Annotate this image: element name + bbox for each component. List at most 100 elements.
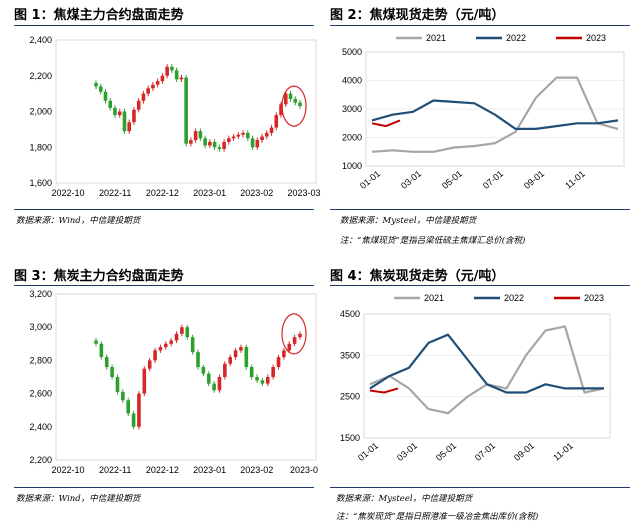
candle-body xyxy=(190,337,195,353)
candle-body xyxy=(147,360,152,369)
x-tick-label: 2022-10 xyxy=(51,188,84,198)
figure-1-title-rule xyxy=(14,25,314,26)
series-line-2023 xyxy=(369,387,399,394)
y-tick-label: 4000 xyxy=(342,76,362,86)
y-tick-label: 5000 xyxy=(342,47,362,57)
x-tick-label: 2023-03 xyxy=(287,188,320,198)
x-tick-label: 2023-01 xyxy=(193,188,226,198)
candle-body xyxy=(163,343,168,348)
legend-label: 2021 xyxy=(424,293,444,303)
highlight-circle xyxy=(281,313,307,355)
plot-frame xyxy=(363,313,611,439)
candle-body xyxy=(260,136,264,141)
candle-body xyxy=(283,93,288,105)
candle-body xyxy=(279,104,283,116)
candle-body xyxy=(180,327,184,334)
candle-body xyxy=(287,343,292,351)
candle-body xyxy=(121,391,125,401)
figure-3-bottom-rule xyxy=(14,487,314,488)
x-tick-label: 2022-11 xyxy=(99,188,131,198)
candle-body xyxy=(126,400,131,414)
candle-body xyxy=(142,368,147,394)
candle-body xyxy=(170,66,174,71)
candle-body xyxy=(244,347,249,368)
x-tick-label: 11-01 xyxy=(551,441,575,463)
candle-body xyxy=(153,350,157,361)
candle-body xyxy=(241,132,245,135)
candle-body xyxy=(113,107,117,116)
candle-body xyxy=(185,327,190,338)
candle-body xyxy=(184,77,188,144)
candle-body xyxy=(288,93,293,99)
legend-label: 2023 xyxy=(584,293,604,303)
candle-body xyxy=(198,131,203,139)
x-tick-label: 2022-10 xyxy=(51,465,84,475)
candle-body xyxy=(103,91,108,101)
candle-body xyxy=(292,337,297,344)
candle-body xyxy=(250,138,255,148)
candle-body xyxy=(246,132,250,139)
figure-2-bottom-rule xyxy=(330,209,630,210)
figure-4-title: 图 4：焦炭现货走势（元/吨） xyxy=(330,269,505,284)
figure-2-note: 注：“焦煤现货”是指吕梁低硫主焦煤汇总价(含税) xyxy=(340,236,526,246)
candle-body xyxy=(179,77,184,80)
candle-body xyxy=(94,82,98,87)
x-tick-label: 01-01 xyxy=(356,440,380,462)
candle-body xyxy=(260,380,265,384)
candle-body xyxy=(206,373,211,384)
series-line-2021 xyxy=(371,76,619,153)
candle-body xyxy=(282,350,286,358)
candle-body xyxy=(298,102,302,107)
candle-body xyxy=(117,111,122,116)
candle-body xyxy=(99,343,104,358)
candle-body xyxy=(94,340,98,344)
candle-body xyxy=(223,363,227,377)
candle-body xyxy=(189,140,193,144)
legend-label: 2023 xyxy=(586,33,606,43)
candle-body xyxy=(276,357,281,368)
candle-body xyxy=(255,377,259,381)
series-line-2022 xyxy=(371,99,619,130)
candle-body xyxy=(222,141,226,150)
figure-3-title-rule xyxy=(14,285,314,286)
plot-frame xyxy=(55,39,317,184)
x-tick-label: 05-01 xyxy=(440,168,464,190)
candle-body xyxy=(217,147,222,150)
y-tick-label: 2,400 xyxy=(29,422,52,432)
y-tick-label: 1,800 xyxy=(29,142,52,152)
x-tick-label: 05-01 xyxy=(434,440,458,462)
figure-2-title-rule xyxy=(330,25,630,26)
figure-4-bottom-rule xyxy=(330,487,630,488)
candle-body xyxy=(298,333,302,338)
x-tick-label: 2022-11 xyxy=(99,465,131,475)
y-tick-label: 3,000 xyxy=(29,322,52,332)
y-tick-label: 2,600 xyxy=(29,389,52,399)
candle-body xyxy=(201,367,206,374)
candle-body xyxy=(227,138,231,142)
y-tick-label: 2,000 xyxy=(29,107,52,117)
candle-body xyxy=(203,138,207,146)
x-tick-label: 2023-01 xyxy=(193,465,226,475)
x-tick-label: 2022-12 xyxy=(146,188,179,198)
figure-4-source: 数据来源：Mysteel，中信建投期货 xyxy=(336,494,473,504)
y-tick-label: 3500 xyxy=(340,350,360,360)
x-tick-label: 2023-02 xyxy=(240,465,273,475)
x-tick-label: 2023-02 xyxy=(240,188,273,198)
candle-body xyxy=(236,134,241,137)
candle-body xyxy=(212,383,216,391)
candle-body xyxy=(151,84,155,89)
y-tick-label: 1500 xyxy=(340,433,360,443)
candle-body xyxy=(160,75,165,82)
y-tick-label: 2,800 xyxy=(29,355,52,365)
figure-2-source: 数据来源：Mysteel，中信建投期货 xyxy=(340,216,477,226)
y-tick-label: 2,400 xyxy=(29,35,52,45)
candle-body xyxy=(255,140,260,148)
candle-body xyxy=(196,352,200,368)
candle-body xyxy=(269,127,274,133)
candle-body xyxy=(155,81,160,85)
candle-body xyxy=(265,377,270,384)
